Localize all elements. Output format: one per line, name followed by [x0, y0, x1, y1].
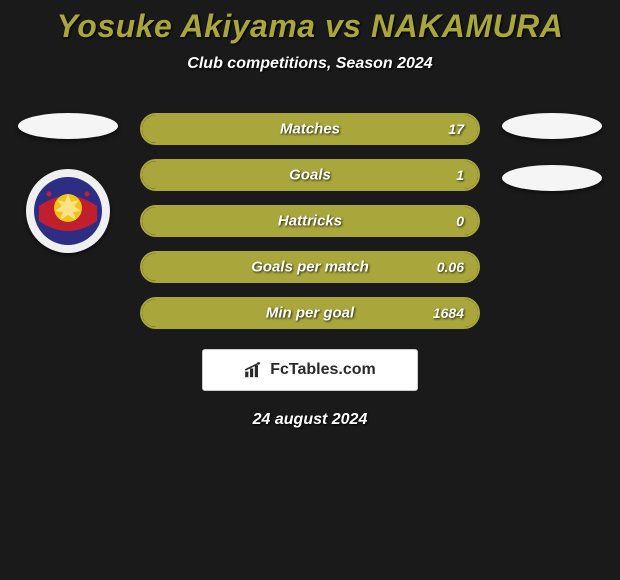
club-logo-left: [26, 169, 110, 253]
stat-value: 0: [456, 213, 464, 229]
date: 24 august 2024: [0, 411, 620, 429]
stat-label: Goals per match: [251, 259, 369, 276]
comparison-layout: Matches 17 Goals 1 Hattricks 0 Goals per…: [0, 113, 620, 329]
stat-label: Goals: [289, 167, 331, 184]
stat-label: Hattricks: [278, 213, 342, 230]
bars-icon: [244, 362, 264, 378]
player-left-ellipse: [18, 113, 118, 139]
stat-value: 1: [456, 167, 464, 183]
stat-label: Matches: [280, 121, 340, 138]
stat-bar-matches: Matches 17: [140, 113, 480, 145]
stat-bar-hattricks: Hattricks 0: [140, 205, 480, 237]
stat-bar-goals-per-match: Goals per match 0.06: [140, 251, 480, 283]
subtitle: Club competitions, Season 2024: [0, 55, 620, 73]
player-right-ellipse-1: [502, 113, 602, 139]
page-title: Yosuke Akiyama vs NAKAMURA: [0, 8, 620, 45]
stats-column: Matches 17 Goals 1 Hattricks 0 Goals per…: [140, 113, 480, 329]
stat-value: 17: [448, 121, 464, 137]
vegalta-badge-icon: [33, 176, 103, 246]
watermark: FcTables.com: [202, 349, 418, 391]
stat-bar-goals: Goals 1: [140, 159, 480, 191]
watermark-text: FcTables.com: [270, 361, 376, 379]
stat-value: 0.06: [437, 259, 464, 275]
stat-value: 1684: [433, 305, 464, 321]
left-column: [16, 113, 120, 253]
right-column: [500, 113, 604, 191]
stat-bar-min-per-goal: Min per goal 1684: [140, 297, 480, 329]
stat-label: Min per goal: [266, 305, 354, 322]
player-right-ellipse-2: [502, 165, 602, 191]
